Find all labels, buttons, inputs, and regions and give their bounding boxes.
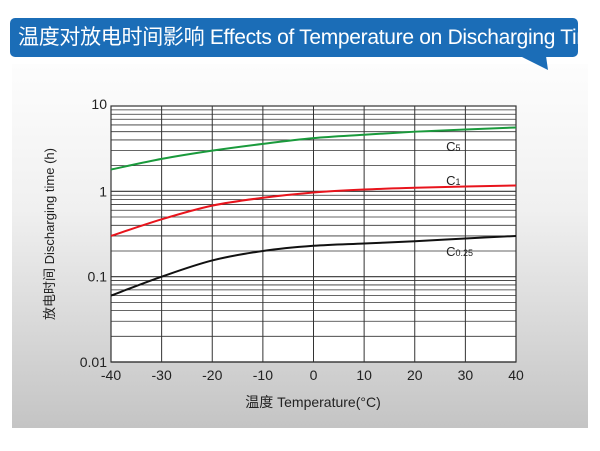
x-tick-label: -20 [202, 367, 222, 383]
y-tick-label: 1 [99, 183, 107, 199]
x-tick-label: -30 [152, 367, 172, 383]
x-tick-label: 0 [310, 367, 318, 383]
series-label-sub: 1 [455, 177, 460, 187]
series-label-C0.25: C0.25 [446, 244, 473, 259]
x-tick-label: 40 [508, 367, 524, 383]
x-tick-label: 10 [356, 367, 372, 383]
y-tick-label: 0.1 [88, 269, 108, 285]
series-line-C5 [110, 126, 517, 171]
title-banner: 温度对放电时间影响 Effects of Temperature on Disc… [10, 18, 600, 57]
series-label-C1: C1 [446, 173, 460, 188]
y-tick-label: 10 [91, 96, 107, 112]
y-tick-label: 0.01 [80, 354, 107, 370]
series-label-C5: C5 [446, 139, 460, 154]
x-tick-label: 20 [407, 367, 423, 383]
series-line-C1 [110, 184, 517, 237]
x-tick-label: -10 [253, 367, 273, 383]
x-tick-label: -40 [101, 367, 121, 383]
series-label-sub: 5 [455, 143, 460, 153]
series-line-C0.25 [110, 234, 517, 297]
plot-frame [110, 105, 517, 363]
x-tick-label: 30 [458, 367, 474, 383]
x-axis-label: 温度 Temperature(°C) [245, 394, 381, 410]
series-label-sub: 0.25 [455, 248, 473, 258]
chart-title: 温度对放电时间影响 Effects of Temperature on Disc… [18, 26, 600, 49]
y-axis-label: 放电时间 Discharging time (h) [42, 148, 57, 320]
